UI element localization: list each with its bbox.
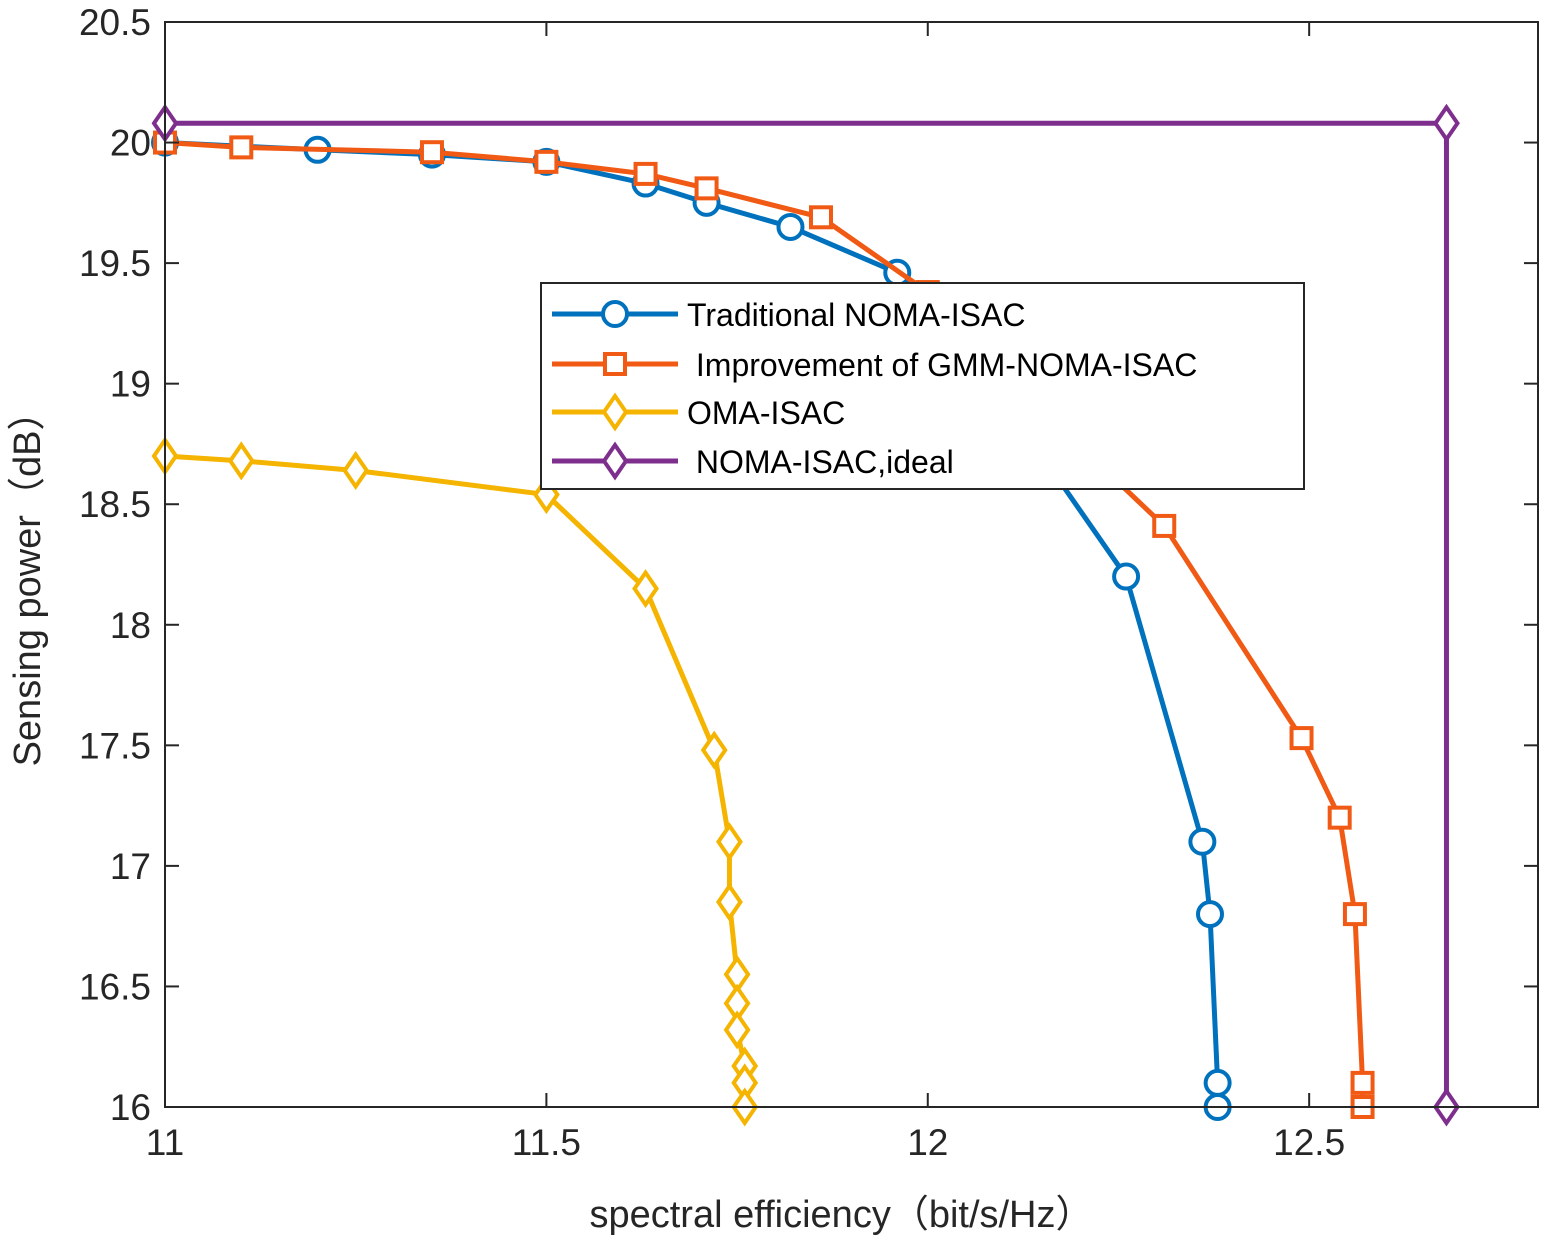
data-point-gmm: [419, 140, 444, 165]
data-point-gmm: [534, 149, 559, 174]
y-tick-label: 16.5: [79, 966, 151, 1007]
y-tick-label: 19.5: [79, 243, 151, 284]
y-axis-label: Sensing power（dB）: [7, 393, 49, 767]
data-point-oma: [716, 882, 743, 922]
data-point-gmm: [694, 176, 719, 201]
data-point-oma: [342, 450, 370, 490]
y-tick-label: 19: [110, 364, 151, 405]
y-tick-label: 17.5: [79, 725, 151, 766]
y-tick-label: 16: [110, 1087, 151, 1128]
legend-label-oma: OMA-ISAC: [687, 395, 845, 431]
data-point-gmm: [1350, 1070, 1375, 1095]
legend-marker-gmm: [603, 352, 627, 376]
y-tick-label: 20: [110, 123, 151, 164]
data-point-ideal: [1433, 103, 1460, 143]
y-tick-label: 17: [110, 846, 151, 887]
data-point-oma: [227, 441, 255, 481]
legend-label-gmm: Improvement of GMM-NOMA-ISAC: [687, 347, 1197, 383]
x-axis-label: spectral efficiency（bit/s/Hz）: [589, 1194, 1093, 1236]
y-tick-label: 18.5: [79, 484, 151, 525]
y-tick-label: 18: [110, 605, 151, 646]
legend-marker-ideal: [601, 441, 629, 481]
y-tick-label: 20.5: [79, 2, 151, 43]
legend: Traditional NOMA-ISAC Improvement of GMM…: [540, 282, 1305, 490]
x-tick-label: 11.5: [512, 1122, 581, 1163]
data-point-gmm: [633, 161, 658, 186]
data-point-traditional: [1188, 827, 1217, 856]
legend-entries: [552, 300, 678, 481]
data-point-gmm: [1327, 805, 1352, 830]
data-point-traditional: [1196, 900, 1225, 929]
data-point-traditional: [1203, 1068, 1232, 1097]
data-point-oma: [716, 822, 743, 862]
data-point-gmm: [229, 135, 254, 160]
legend-marker-traditional: [601, 300, 629, 328]
x-tick-label: 11: [146, 1122, 184, 1163]
x-tick-label: 12.5: [1273, 1122, 1345, 1163]
x-tick-label: 12: [907, 1122, 948, 1163]
legend-box: [540, 282, 1305, 490]
data-point-oma: [723, 1010, 751, 1050]
legend-marker-oma: [601, 392, 629, 432]
data-point-oma: [700, 730, 728, 770]
data-point-gmm: [1152, 513, 1177, 538]
axes-box: [164, 21, 1539, 1108]
data-point-gmm: [808, 205, 833, 230]
legend-label-traditional: Traditional NOMA-ISAC: [687, 297, 1025, 333]
data-point-traditional: [1112, 562, 1141, 591]
data-point-oma: [632, 569, 659, 609]
data-point-gmm: [1289, 726, 1314, 751]
data-point-gmm: [1342, 902, 1367, 927]
data-point-traditional: [776, 212, 805, 241]
ticks-layer: 11 11.5 12 12.5 16 16.5 17 17.5 18 18.5 19 19.5 20 20…: [79, 2, 1538, 1163]
legend-label-ideal: NOMA-ISAC,ideal: [687, 444, 954, 480]
